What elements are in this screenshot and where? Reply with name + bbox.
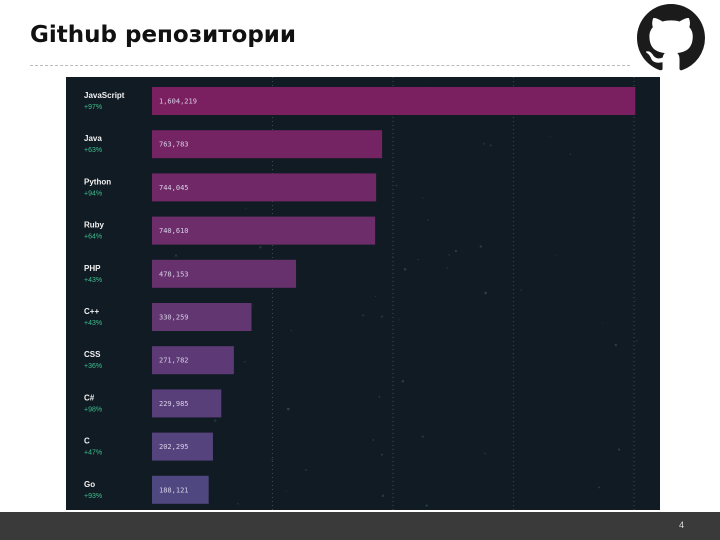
category-label: C xyxy=(84,437,90,446)
growth-label: +63% xyxy=(84,147,102,154)
star-dot xyxy=(602,322,604,324)
star-dot xyxy=(549,135,552,137)
star-dot xyxy=(287,407,290,411)
star-dot xyxy=(380,315,384,318)
value-label: 202,295 xyxy=(159,443,189,451)
star-dot xyxy=(290,329,292,332)
page-number: 4 xyxy=(678,520,684,530)
growth-label: +64% xyxy=(84,234,102,241)
category-label: Ruby xyxy=(84,221,105,230)
star-dot xyxy=(446,267,448,269)
value-label: 744,045 xyxy=(159,184,189,192)
value-label: 330,259 xyxy=(159,314,189,322)
star-dot xyxy=(213,419,217,422)
bar-go xyxy=(152,475,209,504)
star-dot xyxy=(448,254,450,256)
star-dot xyxy=(454,249,458,253)
category-label: Python xyxy=(84,177,111,186)
growth-label: +43% xyxy=(84,277,102,284)
growth-label: +36% xyxy=(84,363,102,370)
star-dot xyxy=(401,380,405,383)
value-label: 763,783 xyxy=(159,141,189,149)
category-label: C++ xyxy=(84,307,99,316)
star-dot xyxy=(520,289,522,291)
value-label: 229,985 xyxy=(159,400,189,408)
category-label: C# xyxy=(84,393,95,402)
star-dot xyxy=(403,268,407,271)
star-dot xyxy=(237,502,239,505)
star-dot xyxy=(395,184,398,187)
star-dot xyxy=(392,255,394,258)
star-dot xyxy=(271,458,274,461)
category-label: Go xyxy=(84,480,95,489)
footer-bar: 4 xyxy=(0,512,720,540)
star-dot xyxy=(380,453,384,456)
category-label: Java xyxy=(84,134,102,143)
bar-ruby xyxy=(152,216,376,245)
star-dot xyxy=(614,343,618,347)
bar-c- xyxy=(152,303,252,331)
star-dot xyxy=(569,153,572,156)
growth-label: +47% xyxy=(84,450,102,457)
bar-chart: 1,604,219 JavaScript +97% 763,783 Java +63% 74… xyxy=(84,77,638,510)
star-dot xyxy=(598,486,600,489)
star-dot xyxy=(427,219,429,221)
growth-label: +94% xyxy=(84,190,102,197)
category-label: JavaScript xyxy=(84,91,125,100)
growth-label: +98% xyxy=(84,406,102,413)
star-dot xyxy=(421,196,424,199)
star-dot xyxy=(374,295,376,297)
value-label: 478,153 xyxy=(159,270,189,278)
star-dot xyxy=(243,360,246,363)
bar-python xyxy=(152,173,377,202)
star-dot xyxy=(174,254,178,257)
star-dot xyxy=(381,494,385,498)
value-label: 740,610 xyxy=(159,227,189,235)
star-dot xyxy=(484,291,487,295)
star-dot xyxy=(425,504,428,507)
bar-c xyxy=(152,432,213,461)
star-dot xyxy=(555,254,558,256)
value-label: 271,782 xyxy=(159,357,189,365)
star-dot xyxy=(245,208,247,210)
star-dot xyxy=(259,246,262,249)
bar-php xyxy=(152,259,297,288)
star-dot xyxy=(617,448,621,451)
star-dot xyxy=(304,468,307,472)
category-label: CSS xyxy=(84,350,101,359)
star-dot xyxy=(482,142,486,145)
star-dot xyxy=(378,396,381,398)
star-dot xyxy=(417,258,419,261)
slide-title: Github репозитории xyxy=(30,22,297,48)
star-dot xyxy=(362,314,365,317)
github-octocat-icon xyxy=(637,4,705,71)
star-dot xyxy=(635,299,637,301)
star-dot xyxy=(479,245,482,248)
growth-label: +43% xyxy=(84,320,102,327)
chart-panel: 1,604,219 JavaScript +97% 763,783 Java +63% 74… xyxy=(66,77,660,510)
bar-javascript xyxy=(152,87,636,115)
star-dot xyxy=(484,452,486,455)
star-dot xyxy=(252,304,254,307)
star-dot xyxy=(489,144,492,147)
bar-c- xyxy=(152,389,222,418)
star-dot xyxy=(372,439,375,441)
star-dot xyxy=(285,490,287,492)
value-label: 1,604,219 xyxy=(159,98,197,106)
growth-label: +93% xyxy=(84,493,102,500)
category-label: PHP xyxy=(84,264,101,273)
star-dot xyxy=(421,435,424,438)
bar-java xyxy=(152,130,383,159)
value-label: 188,121 xyxy=(159,486,189,494)
growth-label: +97% xyxy=(84,104,102,111)
star-dot xyxy=(398,319,400,321)
bar-css xyxy=(152,346,234,375)
title-divider xyxy=(30,65,630,66)
star-dot xyxy=(635,340,638,342)
